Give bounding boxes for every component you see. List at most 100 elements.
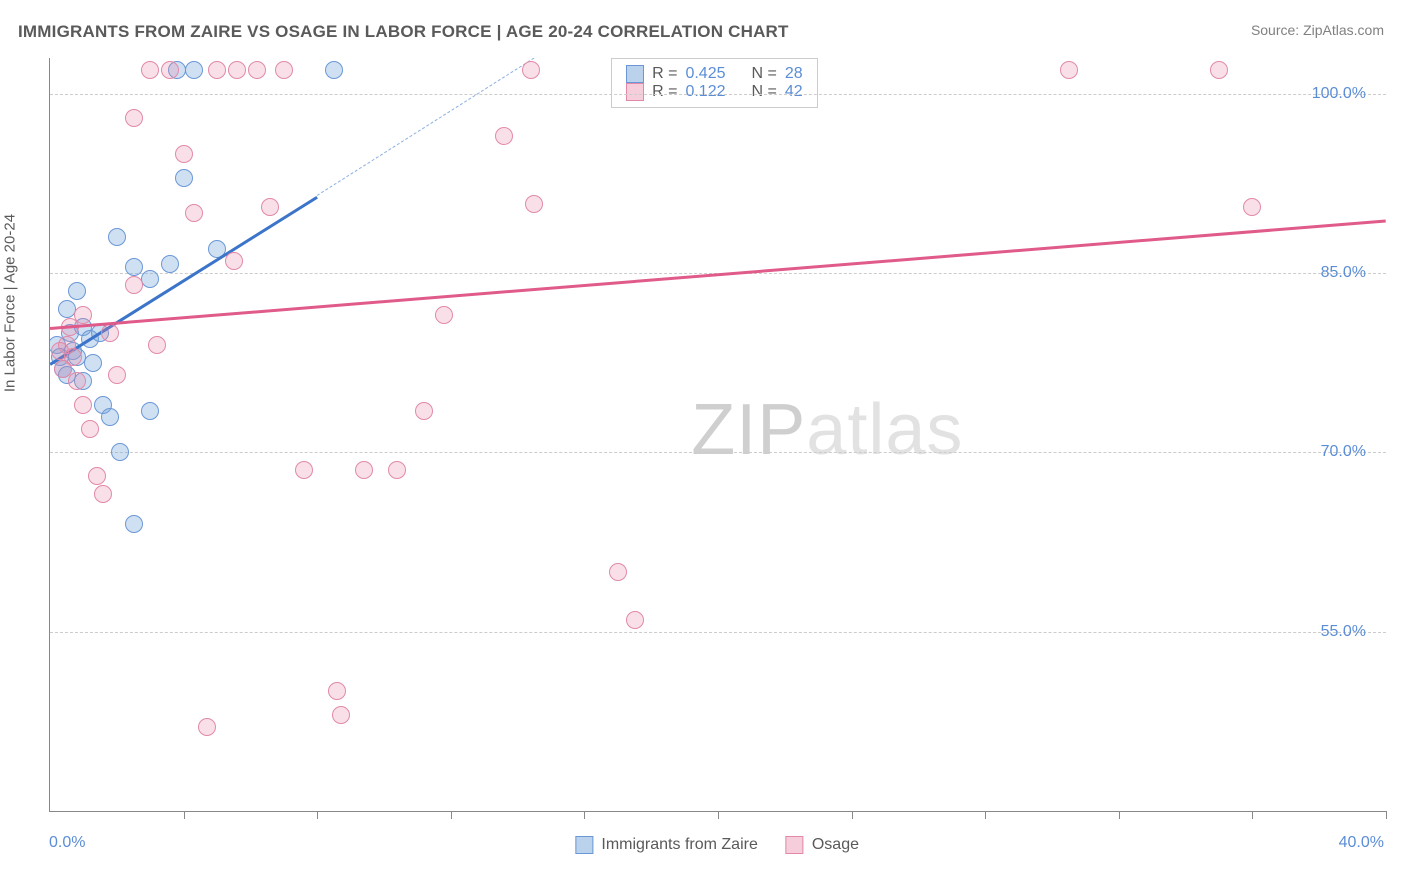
- legend-r-label: R =: [652, 65, 677, 83]
- scatter-point: [125, 515, 143, 533]
- x-tick: [317, 811, 318, 819]
- x-tick: [852, 811, 853, 819]
- y-axis-label: In Labor Force | Age 20-24: [2, 214, 19, 392]
- scatter-point: [525, 195, 543, 213]
- scatter-point: [415, 402, 433, 420]
- scatter-point: [355, 461, 373, 479]
- scatter-point: [435, 306, 453, 324]
- scatter-point: [332, 706, 350, 724]
- scatter-point: [275, 61, 293, 79]
- x-tick: [184, 811, 185, 819]
- scatter-point: [261, 198, 279, 216]
- scatter-point: [64, 348, 82, 366]
- y-tick-label: 85.0%: [1321, 264, 1366, 282]
- scatter-point: [185, 204, 203, 222]
- scatter-point: [328, 682, 346, 700]
- legend-r-value: 0.122: [685, 83, 725, 101]
- scatter-point: [609, 563, 627, 581]
- scatter-point: [108, 228, 126, 246]
- scatter-point: [108, 366, 126, 384]
- scatter-point: [81, 420, 99, 438]
- x-tick: [718, 811, 719, 819]
- x-tick: [1119, 811, 1120, 819]
- legend-n-label: N =: [752, 65, 777, 83]
- x-tick: [1252, 811, 1253, 819]
- scatter-point: [125, 258, 143, 276]
- x-tick: [451, 811, 452, 819]
- legend-r-label: R =: [652, 83, 677, 101]
- scatter-point: [141, 270, 159, 288]
- scatter-point: [68, 282, 86, 300]
- scatter-point: [125, 109, 143, 127]
- scatter-point: [626, 611, 644, 629]
- scatter-point: [74, 396, 92, 414]
- scatter-point: [94, 485, 112, 503]
- x-tick: [1386, 811, 1387, 819]
- watermark: ZIPatlas: [691, 389, 963, 471]
- scatter-point: [225, 252, 243, 270]
- scatter-point: [125, 276, 143, 294]
- scatter-point: [68, 372, 86, 390]
- scatter-point: [208, 61, 226, 79]
- legend-item: Osage: [786, 836, 859, 854]
- scatter-point: [161, 255, 179, 273]
- legend-swatch: [786, 836, 804, 854]
- scatter-point: [1060, 61, 1078, 79]
- plot-area: ZIPatlas R = 0.425 N = 28 R = 0.122 N = 42 100…: [49, 58, 1386, 812]
- scatter-point: [388, 461, 406, 479]
- source-attribution: Source: ZipAtlas.com: [1251, 22, 1384, 38]
- scatter-point: [175, 145, 193, 163]
- scatter-point: [141, 402, 159, 420]
- series-legend: Immigrants from Zaire Osage: [575, 836, 859, 854]
- y-tick-label: 70.0%: [1321, 443, 1366, 461]
- scatter-point: [325, 61, 343, 79]
- scatter-point: [141, 61, 159, 79]
- scatter-point: [84, 354, 102, 372]
- scatter-point: [74, 306, 92, 324]
- scatter-point: [88, 467, 106, 485]
- scatter-point: [148, 336, 166, 354]
- scatter-point: [1210, 61, 1228, 79]
- x-tick: [584, 811, 585, 819]
- gridline: [50, 452, 1386, 453]
- y-tick-label: 55.0%: [1321, 623, 1366, 641]
- legend-n-value: 28: [785, 65, 803, 83]
- scatter-point: [228, 61, 246, 79]
- scatter-point: [248, 61, 266, 79]
- legend-label: Immigrants from Zaire: [601, 836, 757, 854]
- scatter-point: [58, 300, 76, 318]
- gridline: [50, 632, 1386, 633]
- legend-row: R = 0.425 N = 28: [626, 65, 803, 83]
- legend-swatch: [626, 65, 644, 83]
- scatter-point: [198, 718, 216, 736]
- chart-title: IMMIGRANTS FROM ZAIRE VS OSAGE IN LABOR …: [18, 22, 789, 42]
- watermark-zip: ZIP: [691, 390, 806, 470]
- scatter-point: [1243, 198, 1261, 216]
- x-tick: [985, 811, 986, 819]
- y-tick-label: 100.0%: [1312, 85, 1366, 103]
- scatter-point: [101, 324, 119, 342]
- scatter-point: [295, 461, 313, 479]
- plot-inner: ZIPatlas R = 0.425 N = 28 R = 0.122 N = 42 100…: [50, 58, 1386, 811]
- scatter-point: [185, 61, 203, 79]
- legend-row: R = 0.122 N = 42: [626, 83, 803, 101]
- gridline: [50, 94, 1386, 95]
- scatter-point: [175, 169, 193, 187]
- legend-label: Osage: [812, 836, 859, 854]
- x-axis-max-label: 40.0%: [1339, 834, 1384, 852]
- legend-n-label: N =: [752, 83, 777, 101]
- correlation-legend: R = 0.425 N = 28 R = 0.122 N = 42: [611, 58, 818, 108]
- scatter-point: [522, 61, 540, 79]
- legend-r-value: 0.425: [685, 65, 725, 83]
- watermark-atlas: atlas: [806, 390, 963, 470]
- scatter-point: [101, 408, 119, 426]
- x-axis-min-label: 0.0%: [49, 834, 85, 852]
- scatter-point: [495, 127, 513, 145]
- legend-n-value: 42: [785, 83, 803, 101]
- trend-line: [50, 196, 318, 365]
- legend-item: Immigrants from Zaire: [575, 836, 757, 854]
- scatter-point: [161, 61, 179, 79]
- legend-swatch: [575, 836, 593, 854]
- legend-swatch: [626, 83, 644, 101]
- scatter-point: [111, 443, 129, 461]
